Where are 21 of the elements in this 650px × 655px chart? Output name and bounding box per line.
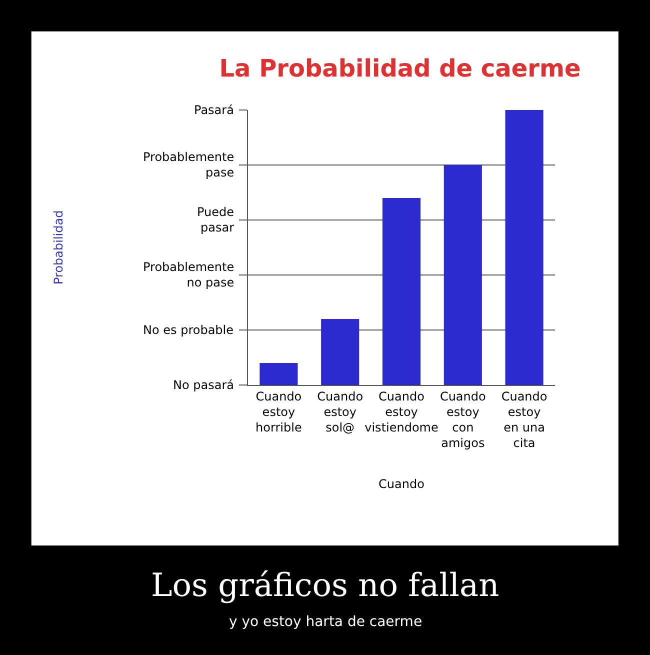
x-tick-label: Cuando estoy horrible — [256, 389, 302, 435]
text: Probabilidad — [52, 210, 66, 284]
x-tick-label: Cuando estoy vistiendome — [364, 389, 438, 435]
text: Pasará — [194, 103, 234, 117]
x-axis-title: Cuando — [378, 477, 424, 492]
x-tick-label: Cuando estoy en una cita — [501, 389, 548, 450]
text: Puede pasar — [197, 205, 234, 235]
bar — [260, 363, 298, 385]
bar — [321, 319, 360, 385]
text: Probablemente no pase — [143, 260, 234, 290]
text: y yo estoy harta de caerme — [229, 614, 422, 630]
text: Probablemente pase — [143, 150, 234, 180]
bar — [444, 165, 482, 385]
text: No es probable — [143, 323, 234, 337]
text: Los gráficos no fallan — [151, 566, 500, 604]
x-tick-label: Cuando estoy con amigos — [440, 389, 486, 450]
chart-title: La Probabilidad de caerme — [219, 54, 581, 82]
bar — [382, 198, 421, 385]
text: No pasará — [173, 378, 234, 392]
x-tick-label: Cuando estoy sol@ — [317, 389, 364, 435]
bar — [505, 110, 544, 385]
